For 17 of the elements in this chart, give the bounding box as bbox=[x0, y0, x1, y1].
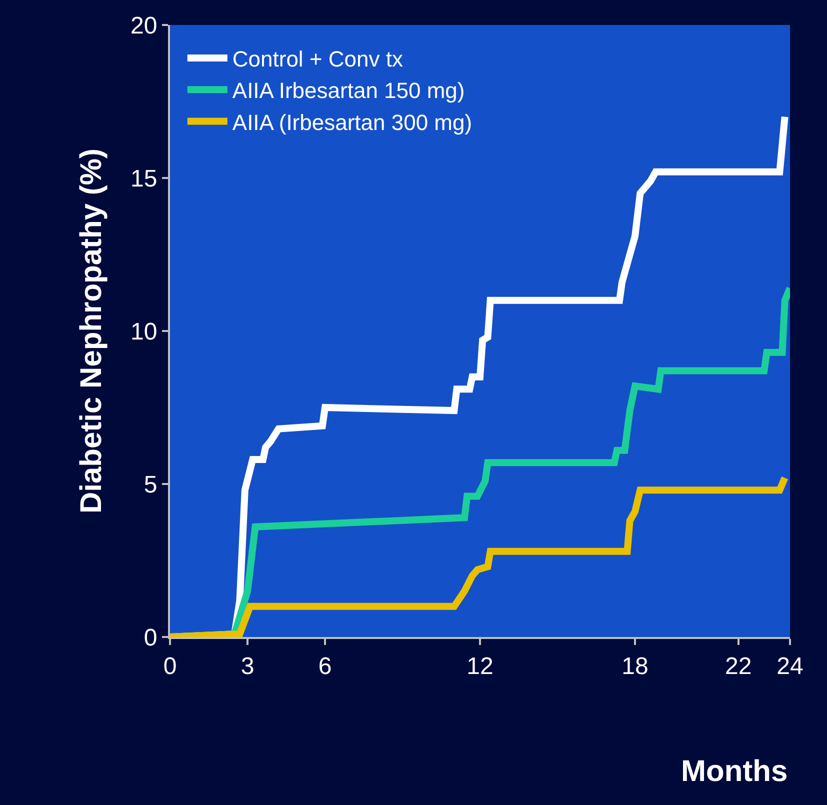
x-tick-label: 3 bbox=[240, 652, 254, 680]
y-tick-label: 15 bbox=[130, 165, 158, 192]
y-tick-label: 5 bbox=[144, 471, 158, 498]
legend-label: AIIA Irbesartan 150 mg) bbox=[232, 78, 465, 104]
legend-label: AIIA (Irbesartan 300 mg) bbox=[232, 110, 472, 135]
x-tick-label: 12 bbox=[466, 652, 494, 680]
y-tick-label: 20 bbox=[130, 12, 158, 40]
legend-label: Control + Conv tx bbox=[232, 46, 403, 72]
x-tick-label: 22 bbox=[724, 652, 752, 680]
x-tick-label: 18 bbox=[622, 652, 648, 680]
x-tick-label: 0 bbox=[163, 652, 177, 680]
x-tick-label: 6 bbox=[318, 652, 332, 680]
x-tick-label: 24 bbox=[776, 652, 804, 680]
y-tick-label: 0 bbox=[144, 624, 158, 652]
y-tick-label: 10 bbox=[130, 318, 158, 346]
x-axis-title: Months bbox=[681, 755, 788, 788]
y-axis-title: Diabetic Nephropathy (%) bbox=[74, 148, 108, 514]
